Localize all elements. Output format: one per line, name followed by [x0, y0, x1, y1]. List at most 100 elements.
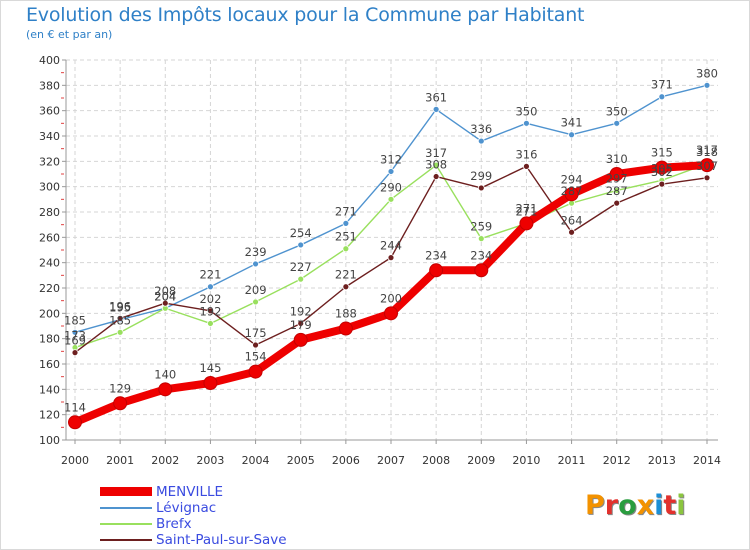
y-tick-label: 200 [39, 307, 60, 320]
data-point [658, 93, 666, 101]
data-label: 315 [651, 146, 673, 160]
data-point [474, 263, 489, 278]
data-label: 290 [380, 180, 402, 194]
legend-item: Brefx [100, 516, 420, 532]
y-tick-label: 140 [39, 383, 60, 396]
data-label: 350 [606, 104, 628, 118]
data-label: 361 [425, 90, 447, 104]
x-tick-label: 2004 [242, 454, 270, 467]
data-point [477, 184, 485, 192]
chart-title: Evolution des Impôts locaux pour la Comm… [26, 4, 585, 26]
legend-label: Saint-Paul-sur-Save [156, 532, 287, 548]
y-tick-label: 180 [39, 333, 60, 346]
data-point [432, 161, 440, 169]
data-point [568, 228, 575, 236]
x-tick-label: 2012 [603, 454, 631, 467]
data-point [342, 245, 350, 253]
legend-item: MENVILLE [100, 484, 420, 500]
data-point [297, 275, 305, 283]
data-point [384, 306, 398, 321]
data-label: 209 [245, 283, 267, 297]
data-label: 196 [109, 299, 131, 313]
data-point [654, 160, 669, 175]
data-label: 316 [515, 147, 537, 161]
legend-label: Lévignac [156, 500, 217, 516]
data-label: 336 [470, 122, 492, 136]
data-label: 302 [651, 165, 673, 179]
legend-item: Saint-Paul-sur-Save [100, 532, 420, 548]
data-point [613, 199, 621, 207]
data-point [252, 298, 259, 306]
legend-swatch [100, 507, 152, 509]
y-tick-label: 280 [39, 206, 60, 219]
data-point [703, 81, 711, 89]
y-tick-label: 220 [39, 282, 60, 295]
data-label: 318 [696, 145, 718, 159]
data-label: 310 [606, 152, 628, 166]
data-label: 200 [380, 291, 402, 305]
data-point [207, 320, 214, 327]
data-point [342, 219, 350, 227]
x-tick-label: 2008 [422, 454, 450, 467]
data-label: 169 [64, 334, 86, 348]
data-point [68, 415, 82, 430]
data-point [113, 396, 128, 411]
data-label: 234 [470, 248, 492, 262]
data-label: 145 [199, 361, 221, 375]
data-label: 185 [64, 313, 86, 327]
data-label: 204 [154, 289, 176, 303]
data-label: 208 [154, 284, 176, 298]
data-label: 129 [109, 381, 131, 395]
data-point [252, 260, 259, 268]
data-label: 287 [606, 184, 628, 198]
y-tick-label: 360 [39, 105, 60, 118]
data-point [387, 195, 395, 203]
data-label: 341 [561, 116, 583, 130]
data-label: 192 [290, 304, 312, 318]
data-point [429, 263, 444, 278]
data-label: 251 [335, 230, 357, 244]
data-label: 264 [561, 213, 583, 227]
data-point [658, 180, 666, 188]
data-point [523, 162, 530, 170]
y-tick-label: 340 [39, 130, 60, 143]
data-point [523, 119, 530, 127]
data-point [700, 158, 714, 173]
data-label: 287 [561, 184, 583, 198]
y-tick-label: 100 [39, 434, 60, 447]
data-label: 259 [470, 220, 492, 234]
data-label: 294 [561, 172, 583, 186]
data-label: 254 [290, 226, 312, 240]
data-label: 221 [199, 268, 221, 282]
x-tick-label: 2006 [332, 454, 360, 467]
data-point [207, 283, 214, 291]
x-tick-label: 2009 [467, 454, 495, 467]
data-label: 202 [199, 292, 221, 306]
data-point [203, 376, 218, 390]
y-tick-label: 300 [39, 181, 60, 194]
data-point [161, 299, 169, 307]
data-point [477, 235, 485, 243]
data-point [387, 168, 395, 175]
y-tick-label: 260 [39, 231, 60, 244]
legend: MENVILLE Lévignac Brefx Saint-Paul-sur-Save [100, 484, 420, 548]
data-point [71, 349, 79, 357]
data-label: 179 [290, 318, 312, 332]
legend-swatch [100, 523, 152, 525]
x-tick-label: 2000 [61, 454, 89, 467]
data-label: 195 [109, 301, 131, 315]
proxiti-logo: Proxiti [585, 490, 686, 521]
data-point [116, 314, 124, 322]
data-point [293, 332, 308, 347]
legend-label: MENVILLE [156, 484, 224, 500]
data-label: 308 [425, 158, 447, 172]
data-point [564, 187, 579, 202]
data-point [519, 216, 534, 231]
y-tick-label: 400 [39, 54, 60, 67]
data-label: 271 [515, 201, 537, 215]
data-label: 227 [290, 260, 312, 274]
data-point [432, 173, 440, 180]
data-label: 173 [64, 329, 86, 343]
data-point [338, 321, 353, 336]
